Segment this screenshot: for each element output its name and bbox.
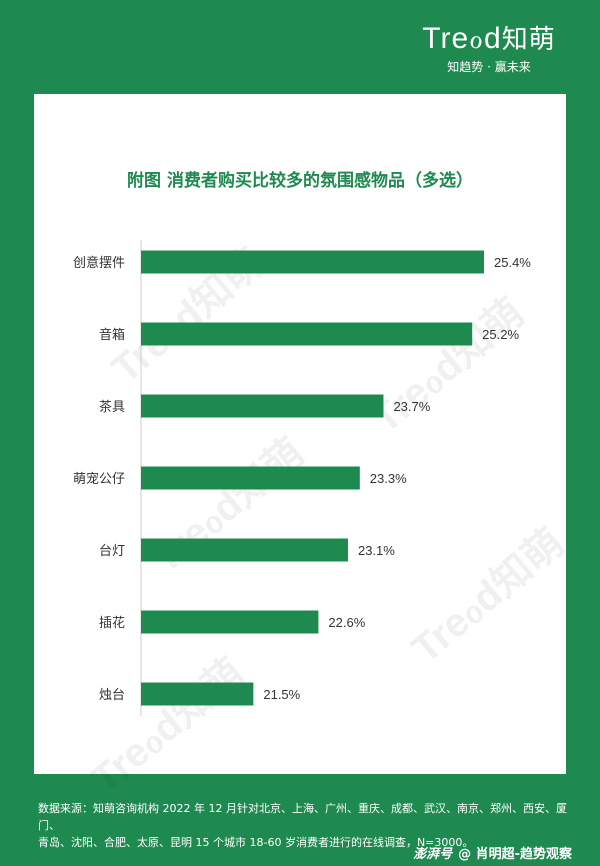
- brand-logo-latin: Treℴd: [422, 22, 502, 55]
- category-label: 萌宠公仔: [73, 471, 125, 487]
- attribution-author: @ 肖明超-趋势观察: [458, 847, 572, 862]
- category-label: 台灯: [99, 544, 125, 559]
- brand-logo-cn: 知萌: [501, 25, 556, 55]
- value-label: 23.3%: [370, 471, 407, 486]
- attribution-site: 澎湃号: [413, 847, 453, 862]
- category-label: 创意摆件: [73, 255, 125, 271]
- bar: [141, 682, 254, 706]
- brand-slogan: 知趋势 · 赢未来: [447, 60, 531, 74]
- bar: [141, 538, 348, 562]
- data-source-line: 青岛、沈阳、合肥、太原、昆明 15 个城市 18-60 岁消费者进行的在线调查，…: [38, 836, 474, 849]
- category-label: 插花: [99, 615, 125, 631]
- brand-logo: Treℴd知萌 知趋势 · 赢未来: [404, 22, 574, 75]
- bar: [141, 610, 319, 634]
- data-source-note: 数据来源：知萌咨询机构 2022 年 12 月针对北京、上海、广州、重庆、成都、…: [38, 800, 568, 851]
- chart-title: 附图 消费者购买比较多的氛围感物品（多选）: [127, 171, 473, 191]
- category-label: 烛台: [99, 688, 125, 703]
- value-label: 21.5%: [263, 687, 300, 702]
- bar: [141, 394, 384, 418]
- value-label: 25.4%: [494, 255, 531, 270]
- bar: [141, 466, 360, 490]
- category-label: 茶具: [99, 399, 125, 415]
- bar-chart: 创意摆件 25.4% 音箱 25.2% 茶具 23.7% 萌宠公仔 23.3% 台灯 23.1% 插…: [73, 240, 531, 716]
- value-label: 23.7%: [393, 399, 430, 414]
- data-source-line: 数据来源：知萌咨询机构 2022 年 12 月针对北京、上海、广州、重庆、成都、…: [38, 802, 567, 832]
- chart-card: Treℴd知萌 Treℴd知萌 Treℴd知萌 Treℴd知萌 Treℴd知萌 …: [34, 94, 572, 802]
- bar: [141, 250, 484, 274]
- value-label: 25.2%: [482, 327, 519, 342]
- attribution: 澎湃号 @ 肖明超-趋势观察: [413, 843, 572, 862]
- category-label: 音箱: [99, 327, 125, 343]
- bar: [141, 322, 473, 346]
- value-label: 22.6%: [328, 615, 365, 630]
- value-label: 23.1%: [358, 543, 395, 558]
